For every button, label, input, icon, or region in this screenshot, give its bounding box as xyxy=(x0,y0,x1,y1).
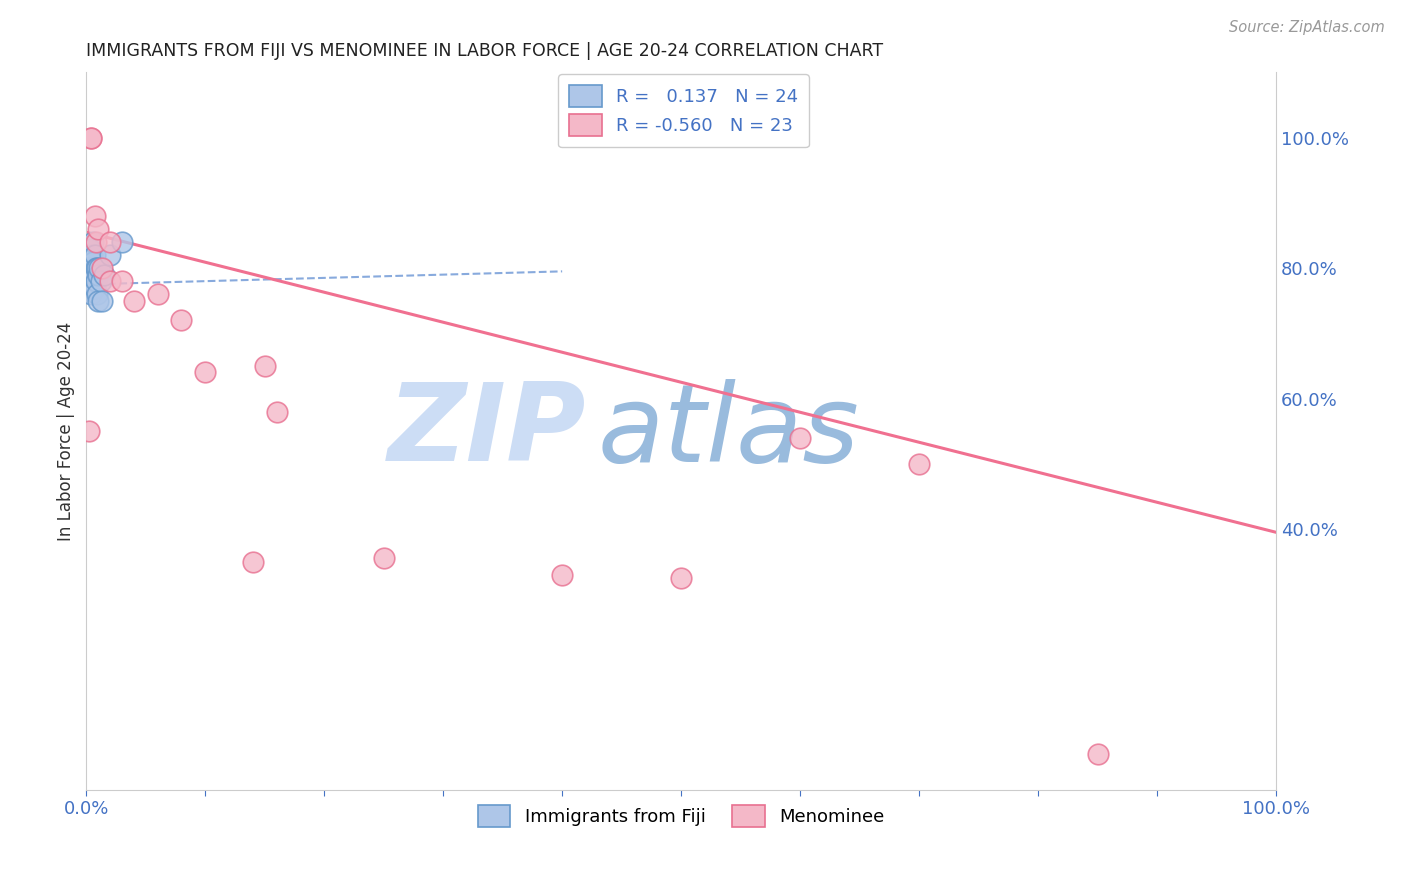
Point xyxy=(83,268,105,282)
Point xyxy=(87,222,110,236)
Point xyxy=(84,274,107,288)
Point xyxy=(111,235,134,249)
Point xyxy=(89,261,111,276)
Point xyxy=(82,254,104,268)
Point xyxy=(87,268,110,282)
Point xyxy=(98,248,121,262)
Point xyxy=(87,293,110,308)
Point xyxy=(90,293,112,308)
Point xyxy=(194,366,217,380)
Text: Source: ZipAtlas.com: Source: ZipAtlas.com xyxy=(1229,20,1385,35)
Point xyxy=(98,274,121,288)
Point xyxy=(93,268,115,282)
Point xyxy=(79,261,101,276)
Point xyxy=(84,261,107,276)
Point xyxy=(90,261,112,276)
Point xyxy=(82,248,104,262)
Point xyxy=(83,281,105,295)
Point xyxy=(83,248,105,262)
Point xyxy=(1087,747,1109,761)
Legend: Immigrants from Fiji, Menominee: Immigrants from Fiji, Menominee xyxy=(471,798,891,835)
Point xyxy=(789,431,811,445)
Point xyxy=(77,274,100,288)
Point xyxy=(170,313,193,327)
Point xyxy=(80,130,103,145)
Text: IMMIGRANTS FROM FIJI VS MENOMINEE IN LABOR FORCE | AGE 20-24 CORRELATION CHART: IMMIGRANTS FROM FIJI VS MENOMINEE IN LAB… xyxy=(86,42,883,60)
Point xyxy=(80,130,103,145)
Point xyxy=(111,274,134,288)
Point xyxy=(669,571,692,585)
Point xyxy=(908,457,931,471)
Point xyxy=(80,287,103,301)
Point xyxy=(90,274,112,288)
Point xyxy=(86,287,108,301)
Point xyxy=(77,424,100,438)
Point xyxy=(84,235,107,249)
Point xyxy=(98,235,121,249)
Point xyxy=(80,268,103,282)
Point xyxy=(86,261,108,276)
Point xyxy=(266,404,288,418)
Point xyxy=(242,555,264,569)
Text: ZIP: ZIP xyxy=(388,378,586,484)
Point xyxy=(373,551,395,566)
Point xyxy=(82,268,104,282)
Point xyxy=(82,235,104,249)
Point xyxy=(122,293,145,308)
Y-axis label: In Labor Force | Age 20-24: In Labor Force | Age 20-24 xyxy=(58,321,75,541)
Text: atlas: atlas xyxy=(598,379,859,483)
Point xyxy=(79,242,101,256)
Point xyxy=(253,359,276,373)
Point xyxy=(551,567,574,582)
Point xyxy=(83,209,105,223)
Point xyxy=(146,287,169,301)
